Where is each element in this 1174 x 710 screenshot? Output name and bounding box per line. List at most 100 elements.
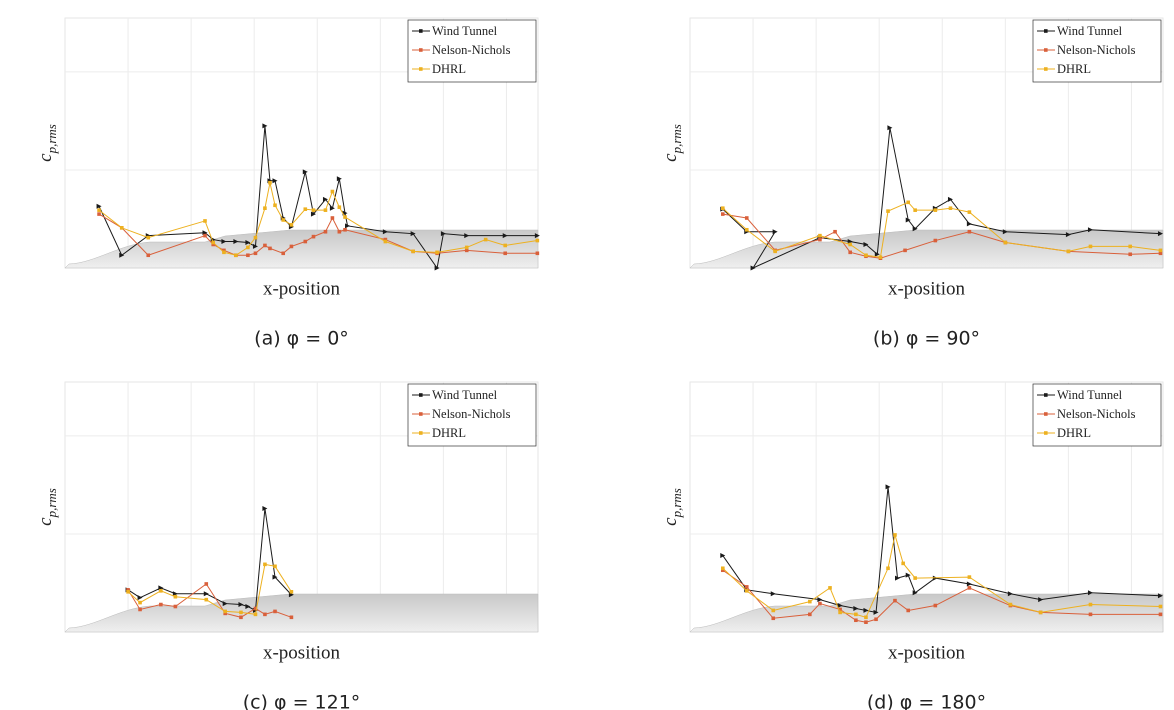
data-point <box>223 611 227 616</box>
data-point <box>203 591 209 597</box>
data-point <box>818 237 822 242</box>
data-point <box>808 599 812 604</box>
data-point <box>303 207 308 211</box>
data-point <box>535 251 540 256</box>
data-point <box>383 237 388 242</box>
data-point <box>239 610 243 615</box>
data-point <box>337 229 342 234</box>
data-point <box>273 203 277 208</box>
legend-box <box>1032 383 1162 447</box>
series-line <box>722 127 1161 270</box>
y-axis-label: cp,rms <box>660 124 684 162</box>
data-point <box>894 575 900 581</box>
data-point <box>253 612 258 617</box>
legend-marker <box>1044 431 1048 435</box>
data-point <box>173 594 178 599</box>
legend-box <box>1032 19 1162 83</box>
data-point <box>204 582 209 586</box>
legend-label: Wind Tunnel <box>1057 24 1123 38</box>
data-point <box>263 562 267 567</box>
data-point <box>273 609 277 614</box>
legend-marker <box>419 29 423 33</box>
data-point <box>1157 231 1163 237</box>
legend-marker <box>419 67 423 71</box>
legend-marker <box>1044 412 1048 416</box>
data-point <box>1038 597 1044 603</box>
data-point <box>906 200 911 205</box>
data-point <box>272 178 278 184</box>
hull-shape <box>64 593 539 633</box>
data-point <box>1088 612 1093 617</box>
subplot: Wind Tunnel Nelson-Nichols DHRL x-position c… <box>35 17 540 350</box>
data-point <box>126 588 130 592</box>
legend-label: Nelson-Nichols <box>1057 407 1136 421</box>
data-point <box>211 240 216 245</box>
legend-marker <box>419 48 423 52</box>
data-point <box>345 223 351 229</box>
data-point <box>853 605 859 611</box>
data-point <box>818 233 822 238</box>
y-axis-label: cp,rms <box>660 488 684 526</box>
legend-marker <box>419 431 423 435</box>
data-point <box>464 245 469 250</box>
data-point <box>221 239 227 245</box>
legend-label: Wind Tunnel <box>432 24 498 38</box>
caption: (a) φ = 0° <box>254 328 349 350</box>
data-point <box>138 600 142 605</box>
data-point <box>289 590 294 594</box>
data-point <box>1087 590 1093 596</box>
caption: (c) φ = 121° <box>243 692 361 710</box>
data-point <box>322 196 328 202</box>
data-point <box>336 176 342 182</box>
legend-marker <box>419 412 423 416</box>
data-point <box>440 231 446 237</box>
data-point <box>770 591 776 597</box>
data-point <box>1008 602 1013 607</box>
data-point <box>873 609 879 615</box>
hull-shape <box>689 229 1164 269</box>
data-point <box>252 243 258 249</box>
x-axis-label: x-position <box>888 642 966 663</box>
data-point <box>223 609 227 614</box>
data-point <box>933 238 938 243</box>
data-point <box>483 237 488 242</box>
data-point <box>239 615 243 620</box>
data-point <box>966 581 972 587</box>
y-axis-label-main: c <box>35 517 56 526</box>
data-point <box>323 229 328 234</box>
data-point <box>238 602 244 608</box>
data-point <box>773 249 777 254</box>
data-point <box>947 196 953 202</box>
data-point <box>913 576 917 580</box>
y-axis-label-main: c <box>660 153 681 162</box>
data-point <box>253 251 258 256</box>
data-point <box>864 615 868 620</box>
data-point <box>246 245 250 250</box>
data-point <box>903 248 907 253</box>
data-point <box>967 575 972 579</box>
data-point <box>263 206 267 210</box>
data-point <box>268 246 272 251</box>
data-point <box>337 205 342 210</box>
data-point <box>281 218 286 222</box>
subplot: Wind Tunnel Nelson-Nichols DHRL x-position c… <box>660 17 1164 350</box>
legend-marker <box>1044 29 1048 33</box>
x-axis-label: x-position <box>263 642 341 663</box>
data-point <box>222 250 226 255</box>
data-point <box>720 206 725 210</box>
y-axis-label: cp,rms <box>35 488 59 526</box>
data-point <box>906 608 911 613</box>
data-point <box>330 189 335 194</box>
data-point <box>720 566 725 571</box>
data-point <box>330 216 335 220</box>
data-point <box>310 211 316 217</box>
data-point <box>838 607 842 612</box>
data-point <box>159 589 163 593</box>
legend-box <box>407 383 537 447</box>
data-point <box>912 226 918 232</box>
data-point <box>126 590 130 594</box>
data-point <box>343 227 347 232</box>
hull-shape <box>689 593 1164 633</box>
data-point <box>464 248 469 253</box>
data-point <box>268 180 272 185</box>
